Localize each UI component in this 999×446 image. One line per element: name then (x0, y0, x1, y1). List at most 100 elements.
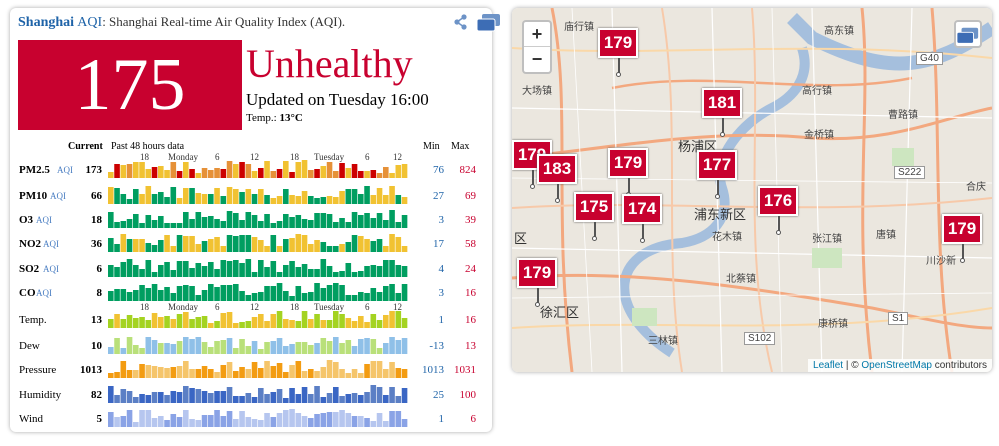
history-bar (251, 341, 258, 354)
leaflet-link[interactable]: Leaflet (813, 360, 844, 371)
history-bar (383, 195, 389, 204)
history-bar (189, 169, 195, 178)
history-bar (389, 234, 395, 252)
history-bar (401, 419, 408, 427)
station-marker[interactable]: 177 (697, 150, 737, 180)
row-current-value: 8 (96, 287, 103, 299)
station-marker[interactable]: 176 (758, 186, 798, 216)
history-bar (145, 169, 152, 178)
history-bar (395, 222, 402, 228)
row-label: NO2 (19, 238, 41, 250)
marker-dot (616, 72, 621, 77)
history-bar (239, 263, 245, 277)
history-bar (289, 365, 295, 378)
osm-link[interactable]: OpenStreetMap (861, 360, 932, 371)
history-bar (270, 314, 277, 328)
col-current: Current (68, 141, 103, 152)
history-bar (201, 415, 208, 427)
station-marker[interactable]: 181 (702, 88, 742, 118)
map-panel[interactable]: 庙行镇 大场镇 杨浦区 浦东新区 花木镇 张江镇 北蔡镇 徐汇区 三林镇 康桥镇… (512, 8, 992, 372)
row-history-chart (108, 210, 408, 228)
history-bar (370, 385, 377, 403)
history-bar (283, 239, 289, 252)
history-bar (326, 412, 333, 427)
fullscreen-button[interactable] (954, 20, 982, 48)
history-bar (158, 290, 164, 301)
history-bar (176, 198, 183, 204)
history-bar (195, 244, 202, 252)
station-marker[interactable]: 179 (942, 214, 982, 244)
history-bar (214, 237, 220, 252)
history-bar (301, 264, 308, 277)
window-icon[interactable] (476, 13, 502, 33)
history-bar (170, 223, 177, 228)
history-bar (251, 194, 258, 204)
history-bar (395, 311, 402, 328)
history-bar (264, 267, 270, 277)
history-bar (245, 417, 252, 427)
zoom-control: + − (522, 20, 552, 74)
history-bar (214, 269, 220, 277)
day-tick-label: 18 (140, 302, 149, 312)
history-bar (308, 369, 314, 378)
history-bar (158, 240, 164, 252)
history-bar (220, 221, 227, 228)
history-bar (114, 267, 120, 277)
zoom-out-button[interactable]: − (531, 49, 543, 69)
history-bar (239, 192, 245, 204)
history-bar (370, 265, 377, 277)
history-bar (201, 342, 208, 354)
history-bar (214, 219, 220, 228)
day-tick-label: 18 (290, 302, 299, 312)
station-marker[interactable]: 179 (608, 148, 648, 178)
history-bar (345, 242, 352, 252)
history-bar (276, 169, 283, 178)
history-bar (251, 215, 258, 228)
station-marker[interactable]: 179 (598, 28, 638, 58)
history-bar (351, 235, 358, 252)
history-bar (358, 395, 364, 403)
history-bar (183, 236, 189, 252)
history-bar (326, 360, 333, 378)
history-bar (220, 391, 227, 403)
history-bar (158, 392, 164, 403)
station-marker[interactable]: 175 (574, 192, 614, 222)
history-bar (195, 173, 202, 178)
history-bar (176, 223, 183, 228)
row-label: Wind (19, 413, 43, 425)
history-bar (114, 289, 120, 301)
history-bar (176, 314, 183, 328)
share-icon[interactable] (454, 14, 468, 30)
history-bar (401, 215, 408, 228)
history-bar (333, 246, 339, 252)
history-bar (158, 343, 164, 354)
history-bar (345, 168, 352, 178)
history-bar (239, 322, 245, 328)
aqi-value-box: 175 (18, 40, 242, 130)
station-marker[interactable]: 179 (517, 258, 557, 288)
history-bar (401, 388, 408, 403)
city-link[interactable]: Shanghai (18, 15, 75, 30)
history-bar (301, 160, 308, 178)
history-bar (345, 189, 352, 204)
zoom-in-button[interactable]: + (524, 22, 550, 47)
marker-dot (720, 132, 725, 137)
row-min-value: 1 (438, 413, 445, 425)
col-past: Past 48 hours data (111, 141, 185, 152)
history-bar (258, 260, 264, 277)
history-bar (383, 343, 389, 354)
history-bar (233, 323, 239, 328)
city-map[interactable]: 庙行镇 大场镇 杨浦区 浦东新区 花木镇 张江镇 北蔡镇 徐汇区 三林镇 康桥镇… (512, 8, 992, 372)
history-bar (151, 284, 158, 301)
history-bar (189, 419, 195, 427)
history-bar (220, 340, 227, 354)
marker-pin (594, 222, 596, 238)
place-label: 张江镇 (812, 234, 842, 245)
station-marker[interactable]: 174 (622, 194, 662, 224)
history-bar (189, 236, 195, 252)
map-attribution: Leaflet | © OpenStreetMap contributors (808, 359, 992, 372)
history-bar (176, 261, 183, 277)
marker-dot (960, 258, 965, 263)
station-marker[interactable]: 183 (537, 154, 577, 184)
history-bar (220, 365, 227, 378)
